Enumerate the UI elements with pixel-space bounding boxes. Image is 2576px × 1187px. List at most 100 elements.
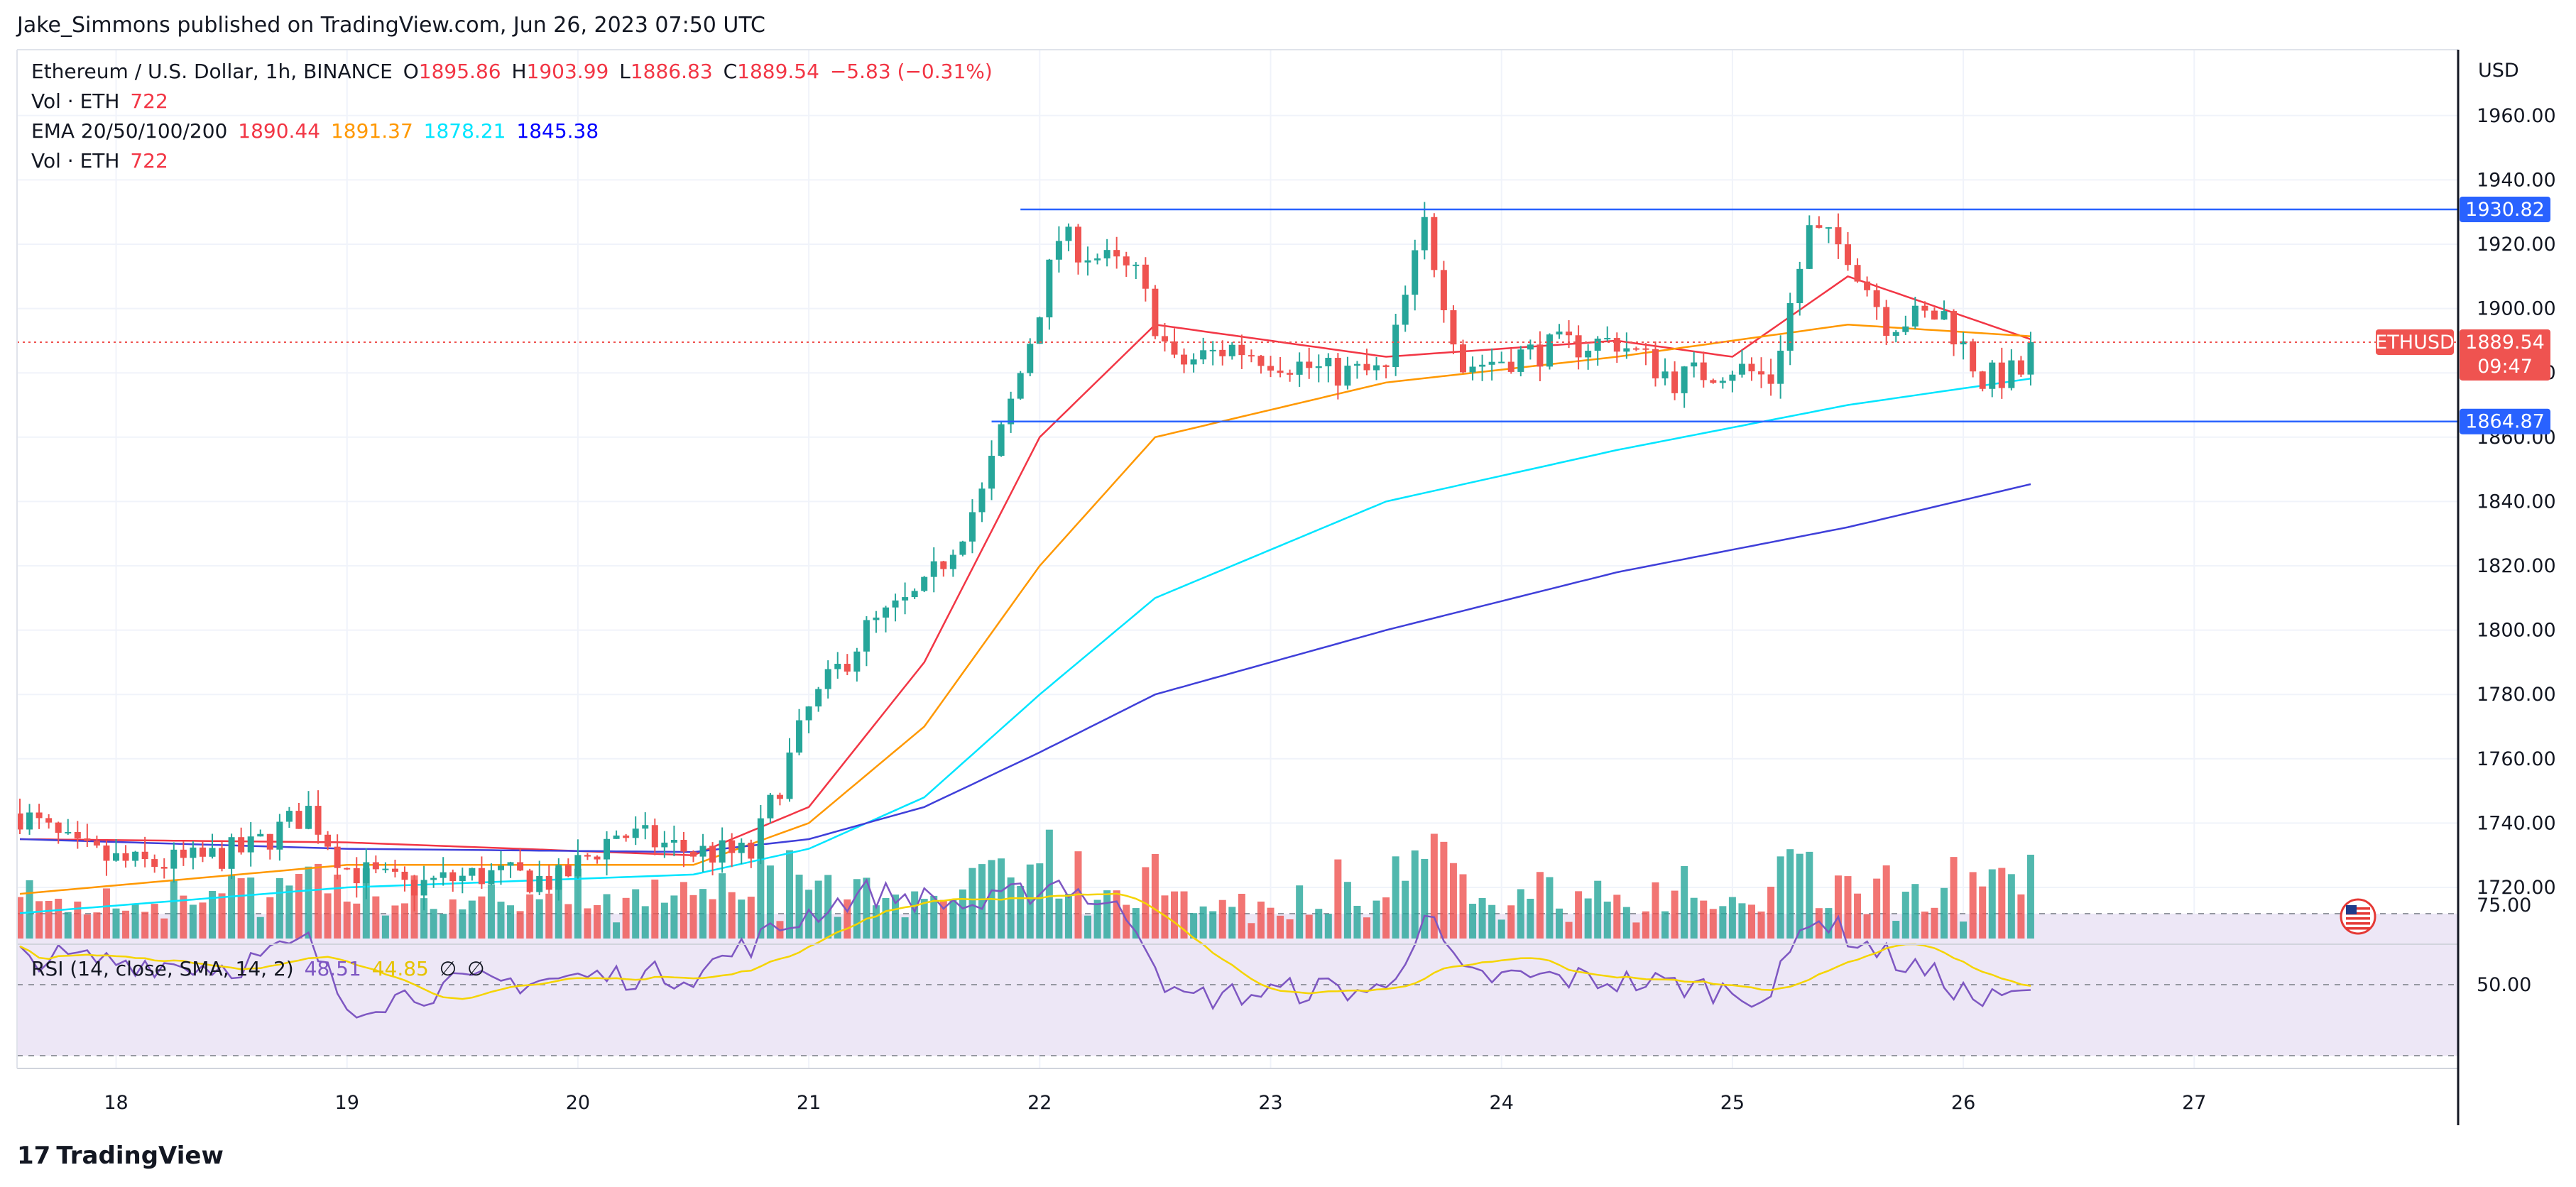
legend-vol2-label: Vol · ETH	[31, 149, 120, 173]
volume-bar	[1238, 894, 1245, 939]
candle-body	[776, 794, 783, 799]
volume-bar	[545, 893, 553, 939]
volume-bar	[295, 874, 302, 939]
flag-stripe	[2346, 927, 2370, 930]
volume-bar	[180, 895, 187, 939]
candle-body	[1517, 349, 1524, 372]
candle-body	[1623, 348, 1630, 352]
volume-bar	[1892, 921, 1900, 939]
legend-change: −5.83 (−0.31%)	[829, 60, 993, 83]
candle-body	[1594, 338, 1601, 351]
legend-high: 1903.99	[526, 60, 609, 83]
candle-body	[1440, 270, 1447, 310]
candle-body	[883, 607, 889, 618]
candle-body	[1979, 371, 1986, 389]
candle-body	[930, 561, 937, 577]
candle-body	[1556, 332, 1563, 335]
candle-body	[536, 875, 543, 892]
volume-bar	[1488, 904, 1496, 939]
volume-bar	[430, 909, 437, 939]
volume-bar	[1132, 908, 1140, 939]
volume-bar	[574, 868, 582, 939]
candle-body	[1681, 366, 1688, 393]
volume-bar	[189, 904, 197, 939]
candle-body	[1382, 365, 1390, 367]
candle-body	[805, 706, 812, 721]
volume-bar	[1941, 887, 1948, 939]
candle-body	[180, 849, 187, 858]
volume-bar	[584, 908, 591, 939]
volume-bar	[141, 912, 149, 939]
candle-body	[921, 576, 928, 591]
candle-body	[1036, 317, 1043, 344]
volume-bar	[641, 906, 649, 939]
candle-body	[1671, 371, 1679, 393]
support-tag: 1864.87	[2465, 411, 2545, 433]
volume-bar	[218, 893, 226, 939]
volume-bar	[1796, 853, 1803, 939]
volume-bar	[1979, 886, 1987, 939]
volume-bar	[1171, 891, 1178, 939]
volume-bar	[1402, 880, 1409, 939]
volume-bar	[372, 896, 380, 939]
volume-bar	[449, 899, 457, 939]
us-flag-icon[interactable]	[2340, 898, 2376, 935]
candle-body	[285, 811, 293, 822]
tradingview-logo[interactable]: 17 TradingView	[17, 1142, 224, 1170]
volume-bar	[863, 877, 871, 939]
legend-rsi: RSI (14, close, SMA, 14, 2) 48.51 44.85 …	[31, 957, 489, 980]
currency-label: USD	[2478, 60, 2519, 82]
volume-bar	[1748, 904, 1755, 939]
volume-bar	[1556, 908, 1563, 939]
candle-body	[1171, 341, 1178, 355]
last-price-tag-bg	[2460, 329, 2550, 381]
volume-bar	[1700, 900, 1708, 939]
volume-bar	[1248, 923, 1255, 939]
candle-body	[170, 849, 178, 869]
volume-bar	[324, 893, 332, 939]
volume-bar	[36, 901, 43, 939]
candle-body	[449, 872, 457, 882]
volume-bar	[660, 902, 668, 939]
volume-bar	[26, 880, 33, 939]
legend-symbol: Ethereum / U.S. Dollar, 1h, BINANCE	[31, 60, 393, 83]
candle-body	[498, 865, 504, 870]
volume-bar	[285, 885, 293, 939]
candle-body	[93, 841, 100, 846]
candle-body	[1825, 227, 1832, 229]
legend-close-label: C	[723, 60, 738, 83]
volume-bar	[1873, 878, 1881, 939]
volume-bar	[1767, 887, 1775, 939]
volume-bar	[1806, 851, 1813, 939]
volume-bar	[1854, 893, 1862, 939]
candle-body	[1585, 351, 1592, 358]
candle-body	[1469, 366, 1476, 373]
volume-bar	[699, 889, 707, 939]
support-tag-bg	[2460, 408, 2550, 434]
candle-body	[132, 851, 139, 861]
candle-body	[1661, 371, 1669, 378]
legend-vol2-value: 722	[130, 149, 168, 173]
candle-body	[430, 877, 437, 880]
candle-body	[892, 600, 899, 608]
volume-bar	[1315, 909, 1323, 939]
candle-body	[1027, 344, 1034, 373]
volume-bar	[1536, 872, 1544, 939]
flag-stripe	[2346, 922, 2370, 925]
candle-body	[372, 862, 379, 870]
candle-body	[709, 846, 716, 863]
volume-bar	[603, 894, 611, 939]
candle-body	[55, 822, 62, 833]
volume-bar	[1017, 885, 1025, 939]
candle-body	[1055, 241, 1062, 260]
legend-main: Ethereum / U.S. Dollar, 1h, BINANCE O189…	[31, 60, 997, 83]
candle-body	[1334, 358, 1341, 386]
candle-body	[401, 871, 408, 880]
candle-body	[65, 831, 72, 833]
candle-body	[363, 862, 370, 884]
volume-bar	[1296, 885, 1304, 939]
volume-bar	[1998, 868, 2006, 939]
volume-bar	[1882, 865, 1890, 939]
candle-body	[1094, 258, 1101, 261]
